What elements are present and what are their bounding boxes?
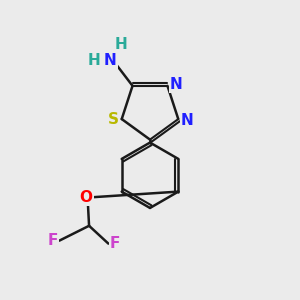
Text: F: F [48,233,58,248]
Text: N: N [170,77,183,92]
Text: N: N [181,113,194,128]
Text: O: O [80,190,93,205]
Text: F: F [110,236,120,251]
Text: H: H [114,37,127,52]
Text: S: S [108,112,119,127]
Text: H: H [88,53,100,68]
Text: N: N [104,53,117,68]
